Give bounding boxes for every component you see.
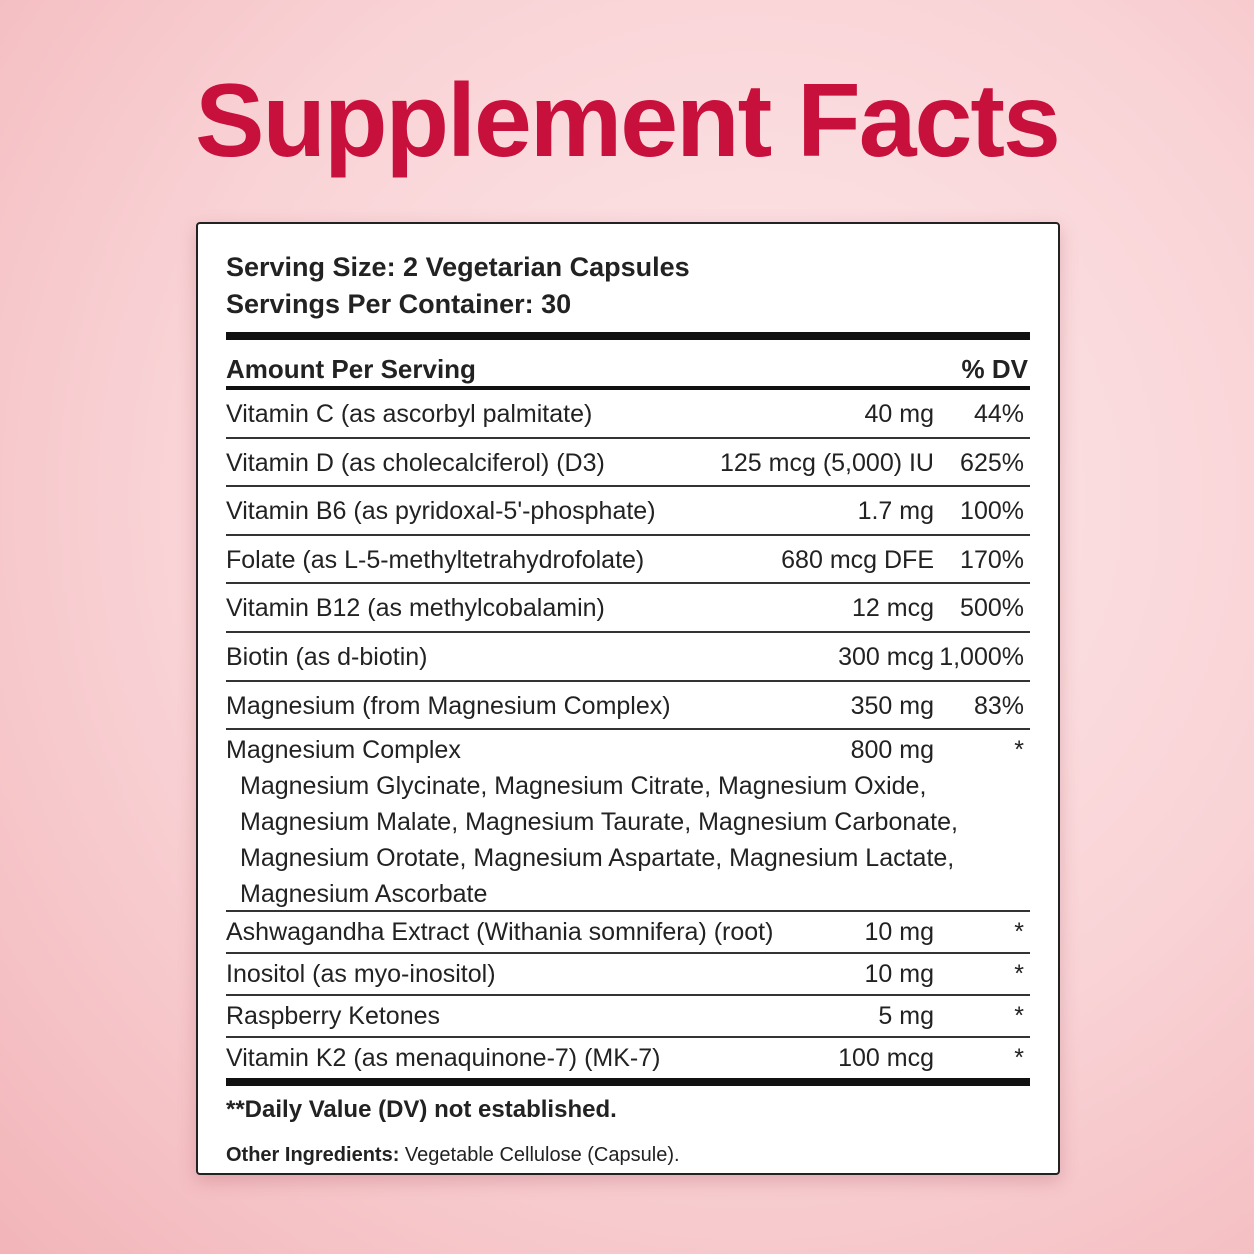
ingredient-dv: * xyxy=(1014,918,1024,947)
ingredient-dv: * xyxy=(1014,1002,1024,1031)
ingredient-row: Inositol (as myo-inositol) 10 mg * xyxy=(226,954,1030,997)
ingredient-amount: 300 mcg xyxy=(838,642,934,671)
servings-per-container: Servings Per Container: 30 xyxy=(226,289,572,319)
ingredient-row: Vitamin B12 (as methylcobalamin) 12 mcg 50… xyxy=(226,584,1030,633)
footnote: **Daily Value (DV) not established. xyxy=(226,1096,617,1124)
ingredient-dv: * xyxy=(1014,1044,1024,1073)
ingredient-name: Ashwagandha Extract (Withania somnifera)… xyxy=(226,918,774,947)
ingredient-amount: 1.7 mg xyxy=(857,497,934,526)
ingredient-amount: 40 mg xyxy=(864,400,934,428)
ingredient-name: Vitamin B12 (as methylcobalamin) xyxy=(226,594,605,623)
ingredient-dv: 83% xyxy=(973,691,1024,720)
ingredient-amount: 10 mg xyxy=(864,918,934,947)
ingredient-row: Folate (as L-5-methyltetrahydrofolate) 68… xyxy=(226,536,1030,585)
ingredient-name: Raspberry Ketones xyxy=(226,1002,441,1031)
ingredient-amount: 350 mg xyxy=(850,691,934,720)
ingredient-name: Inositol (as myo-inositol) xyxy=(226,960,496,989)
ingredient-dv: * xyxy=(1014,960,1024,989)
ingredient-dv: 625% xyxy=(960,448,1024,477)
ingredient-dv: 1,000% xyxy=(939,642,1024,671)
ingredient-amount: 12 mcg xyxy=(852,594,934,623)
ingredient-dv: 170% xyxy=(960,545,1024,574)
ingredient-name: Biotin (as d-biotin) xyxy=(226,642,428,671)
ingredient-name: Vitamin K2 (as menaquinone-7) (MK-7) xyxy=(226,1044,661,1073)
ingredient-name: Magnesium Complex xyxy=(226,736,461,765)
serving-size: Serving Size: 2 Vegetarian Capsules xyxy=(226,252,690,282)
ingredient-dv: 500% xyxy=(960,594,1024,623)
ingredient-amount: 10 mg xyxy=(864,960,934,989)
facts-panel: Serving Size: 2 Vegetarian Capsules Serv… xyxy=(196,222,1060,1175)
ingredient-row: Raspberry Ketones 5 mg * xyxy=(226,996,1030,1039)
other-ingredients: Other Ingredients: Vegetable Cellulose (… xyxy=(226,1144,680,1167)
other-text: Vegetable Cellulose (Capsule). xyxy=(404,1144,680,1167)
ingredient-name: Magnesium (from Magnesium Complex) xyxy=(226,691,671,720)
sub-ingredients: Magnesium Malate, Magnesium Taurate, Mag… xyxy=(240,808,958,837)
ingredient-amount: 125 mcg (5,000) IU xyxy=(720,448,934,477)
ingredient-row: Magnesium (from Magnesium Complex) 350 mg… xyxy=(226,682,1030,731)
sub-ingredients: Magnesium Ascorbate xyxy=(240,880,488,909)
ingredient-row: Vitamin K2 (as menaquinone-7) (MK-7) 100 … xyxy=(226,1038,1030,1081)
sub-ingredients: Magnesium Orotate, Magnesium Aspartate, … xyxy=(240,844,955,873)
ingredient-amount: 800 mg xyxy=(850,736,934,765)
ingredient-row: Magnesium Complex 800 mg * Magnesium Glycin… xyxy=(226,730,1030,913)
header-amount: Amount Per Serving xyxy=(226,354,476,384)
header-dv: % DV xyxy=(961,354,1028,384)
title: Supplement Facts xyxy=(195,63,1061,179)
other-label: Other Ingredients: xyxy=(226,1144,400,1167)
ingredient-amount: 680 mcg DFE xyxy=(781,545,934,574)
ingredient-name: Vitamin B6 (as pyridoxal-5'-phosphate) xyxy=(226,497,656,526)
ingredient-row: Vitamin D (as cholecalciferol) (D3) 125 m… xyxy=(226,439,1030,488)
sub-ingredients: Magnesium Glycinate, Magnesium Citrate, … xyxy=(240,772,927,801)
ingredient-name: Vitamin D (as cholecalciferol) (D3) xyxy=(226,448,605,477)
ingredient-row: Vitamin C (as ascorbyl palmitate) 40 mg 44… xyxy=(226,390,1030,439)
ingredient-dv: 100% xyxy=(960,497,1024,526)
ingredient-amount: 5 mg xyxy=(878,1002,934,1031)
ingredient-dv: * xyxy=(1014,736,1024,765)
ingredient-amount: 100 mcg xyxy=(838,1044,934,1073)
table-rows: Vitamin C (as ascorbyl palmitate) 40 mg 44… xyxy=(226,390,1030,1081)
ingredient-row: Biotin (as d-biotin) 300 mcg 1,000% xyxy=(226,633,1030,682)
ingredient-dv: 44% xyxy=(973,400,1024,428)
table-header: Amount Per Serving % DV xyxy=(226,332,1030,390)
ingredient-name: Vitamin C (as ascorbyl palmitate) xyxy=(226,400,593,428)
ingredient-row: Ashwagandha Extract (Withania somnifera)… xyxy=(226,912,1030,955)
ingredient-row: Vitamin B6 (as pyridoxal-5'-phosphate) 1.… xyxy=(226,487,1030,536)
divider xyxy=(226,1078,1030,1087)
ingredient-name: Folate (as L-5-methyltetrahydrofolate) xyxy=(226,545,645,574)
